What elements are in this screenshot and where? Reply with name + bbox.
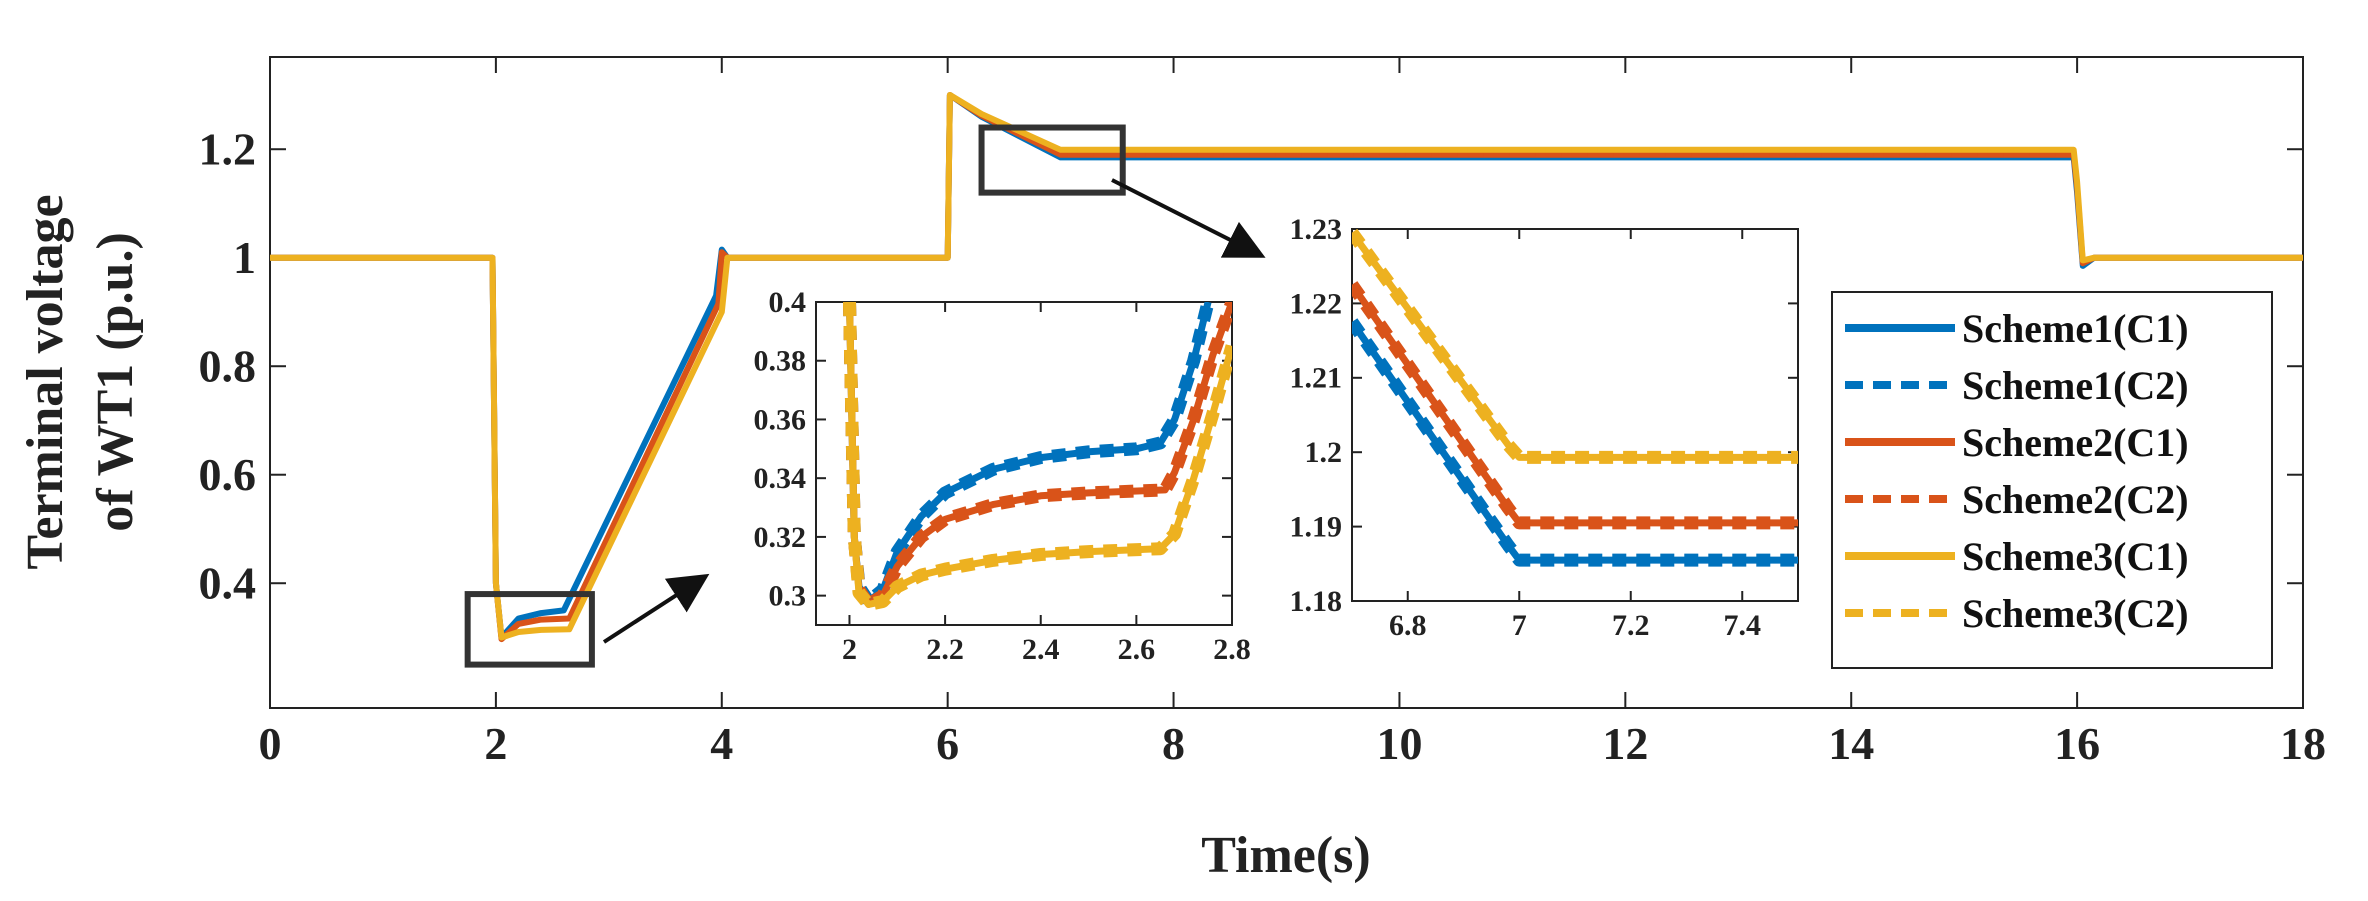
main-y-tick-label: 0.8: [199, 340, 257, 391]
inset-right-frame: [1351, 228, 1799, 602]
inset-left-y-tick-label: 0.3: [769, 580, 807, 613]
main-x-tick-label: 10: [1376, 718, 1422, 769]
inset-left: 2 2.2 2.4 2.6 2.8 0.3 0.32 0.34 0.36 0.38 0.4: [754, 286, 1251, 666]
inset-left-y-tick-label: 0.36: [754, 403, 807, 436]
inset-right-line-scheme2: [1352, 282, 1798, 527]
main-x-tick-label: 2: [484, 718, 507, 769]
inset-left-dash-scheme3: [843, 302, 1232, 611]
legend-label: Scheme3(C2): [1962, 591, 2189, 636]
inset-right-y-tick-label: 1.19: [1290, 511, 1343, 544]
zoom-box-right: [978, 124, 1126, 196]
inset-right-x-tick-label: 7: [1512, 609, 1527, 642]
inset-left-y-tick-label: 0.32: [754, 521, 807, 554]
inset-right-y-tick-label: 1.21: [1290, 362, 1343, 395]
inset-left-x-tick-label: 2.4: [1022, 633, 1060, 666]
legend-entries: Scheme1(C1) Scheme1(C2) Scheme2(C1) Scheme2…: [1845, 306, 2189, 636]
inset-left-x-ticks: 2 2.2 2.4 2.6 2.8: [842, 302, 1251, 666]
inset-left-y-tick-label: 0.4: [769, 286, 807, 319]
inset-right-x-tick-label: 6.8: [1389, 609, 1427, 642]
legend: Scheme1(C1) Scheme1(C2) Scheme2(C1) Scheme2…: [1831, 291, 2273, 669]
inset-right-dash-scheme3: [1352, 229, 1798, 464]
inset-right: 6.8 7 7.2 7.4 1.18 1.19 1.2 1.21 1.22 1.23: [1290, 213, 1799, 642]
legend-box: [1831, 291, 2273, 669]
inset-left-y-ticks: 0.3 0.32 0.34 0.36 0.38 0.4: [754, 286, 1232, 613]
y-axis-label-line1: Terminal voltage: [17, 194, 74, 569]
legend-label: Scheme3(C1): [1962, 534, 2189, 579]
inset-right-series: [1352, 229, 1798, 567]
inset-right-x-ticks: 6.8 7 7.2 7.4: [1389, 229, 1761, 642]
inset-left-x-tick-label: 2.8: [1213, 633, 1251, 666]
inset-left-y-tick-label: 0.34: [754, 462, 807, 495]
x-axis-label: Time(s): [1201, 827, 1370, 884]
main-x-tick-label: 16: [2054, 718, 2100, 769]
main-y-tick-label: 0.6: [199, 449, 257, 500]
main-y-ticks: 0.4 0.6 0.8 1 1.2: [199, 123, 2303, 608]
main-y-tick-label: 0.4: [199, 557, 257, 608]
main-y-tick-label: 1: [233, 232, 256, 283]
inset-right-x-tick-label: 7.4: [1724, 609, 1762, 642]
inset-right-y-tick-label: 1.22: [1290, 287, 1343, 320]
inset-left-x-tick-label: 2.6: [1118, 633, 1156, 666]
legend-label: Scheme1(C2): [1962, 363, 2189, 408]
inset-right-y-ticks: 1.18 1.19 1.2 1.21 1.22 1.23: [1290, 213, 1798, 618]
main-x-tick-label: 6: [936, 718, 959, 769]
inset-right-y-tick-label: 1.23: [1290, 213, 1343, 246]
main-x-ticks: 0 2 4 6 8 10 12 14 16 18: [259, 57, 2326, 769]
inset-left-x-tick-label: 2: [842, 633, 857, 666]
inset-right-x-tick-label: 7.2: [1612, 609, 1650, 642]
zoom-marks: [464, 124, 1266, 668]
main-x-tick-label: 0: [259, 718, 282, 769]
series-line-scheme3-c2: [270, 93, 2303, 640]
inset-left-y-tick-label: 0.38: [754, 345, 807, 378]
main-x-tick-label: 14: [1828, 718, 1874, 769]
main-x-tick-label: 8: [1162, 718, 1185, 769]
inset-right-line-scheme1: [1352, 319, 1798, 564]
zoom-arrow-left: [602, 573, 710, 644]
legend-label: Scheme2(C2): [1962, 477, 2189, 522]
zoom-box-left: [464, 591, 595, 668]
main-y-tick-label: 1.2: [199, 123, 257, 174]
main-x-tick-label: 4: [710, 718, 733, 769]
main-x-tick-label: 12: [1602, 718, 1648, 769]
legend-label: Scheme2(C1): [1962, 420, 2189, 465]
main-x-tick-label: 18: [2280, 718, 2326, 769]
zoom-arrow-right: [1111, 178, 1266, 258]
legend-label: Scheme1(C1): [1962, 306, 2189, 351]
inset-right-y-tick-label: 1.18: [1290, 585, 1343, 618]
inset-right-y-tick-label: 1.2: [1305, 436, 1343, 469]
inset-left-series: [843, 302, 1232, 611]
y-axis-label-line2: of WT1 (p.u.): [87, 232, 144, 532]
main-series: [270, 92, 2303, 643]
inset-left-x-tick-label: 2.2: [926, 633, 964, 666]
